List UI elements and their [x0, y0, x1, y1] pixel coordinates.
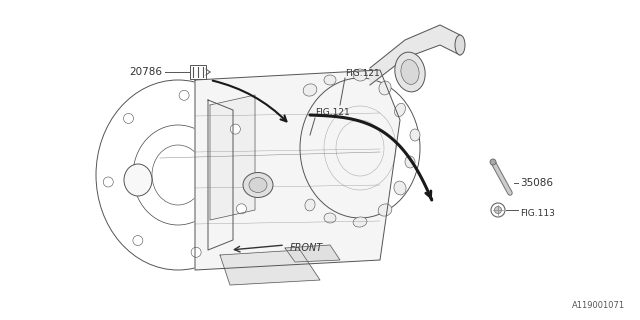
Ellipse shape: [379, 81, 391, 95]
Polygon shape: [210, 95, 255, 220]
Ellipse shape: [324, 213, 336, 223]
Ellipse shape: [324, 75, 336, 85]
Polygon shape: [220, 250, 320, 285]
Circle shape: [191, 247, 201, 257]
Ellipse shape: [405, 156, 415, 168]
Ellipse shape: [243, 172, 273, 197]
Ellipse shape: [395, 52, 425, 92]
Ellipse shape: [305, 199, 315, 211]
Polygon shape: [285, 245, 340, 262]
Polygon shape: [370, 25, 460, 85]
Text: FIG.121: FIG.121: [315, 108, 349, 116]
Ellipse shape: [378, 204, 392, 216]
Ellipse shape: [455, 35, 465, 55]
Ellipse shape: [394, 181, 406, 195]
Ellipse shape: [303, 84, 317, 96]
Circle shape: [495, 206, 502, 213]
Circle shape: [230, 124, 241, 134]
Text: A119001071: A119001071: [572, 301, 625, 310]
Circle shape: [179, 90, 189, 100]
Ellipse shape: [353, 69, 367, 81]
Circle shape: [491, 203, 505, 217]
Ellipse shape: [395, 103, 405, 117]
Polygon shape: [208, 100, 233, 250]
Text: FIG.121: FIG.121: [345, 68, 380, 77]
Text: 20786: 20786: [129, 67, 162, 77]
Ellipse shape: [401, 60, 419, 84]
Text: 35086: 35086: [520, 178, 553, 188]
Bar: [190, 65, 206, 79]
Circle shape: [490, 159, 496, 165]
Ellipse shape: [410, 129, 420, 141]
Text: FIG.113: FIG.113: [520, 209, 555, 218]
Ellipse shape: [249, 178, 267, 193]
Text: FRONT: FRONT: [290, 243, 323, 253]
Circle shape: [103, 177, 113, 187]
Ellipse shape: [353, 217, 367, 227]
Polygon shape: [195, 70, 400, 270]
Ellipse shape: [124, 164, 152, 196]
Circle shape: [236, 204, 246, 214]
Circle shape: [133, 236, 143, 245]
Circle shape: [124, 113, 134, 124]
